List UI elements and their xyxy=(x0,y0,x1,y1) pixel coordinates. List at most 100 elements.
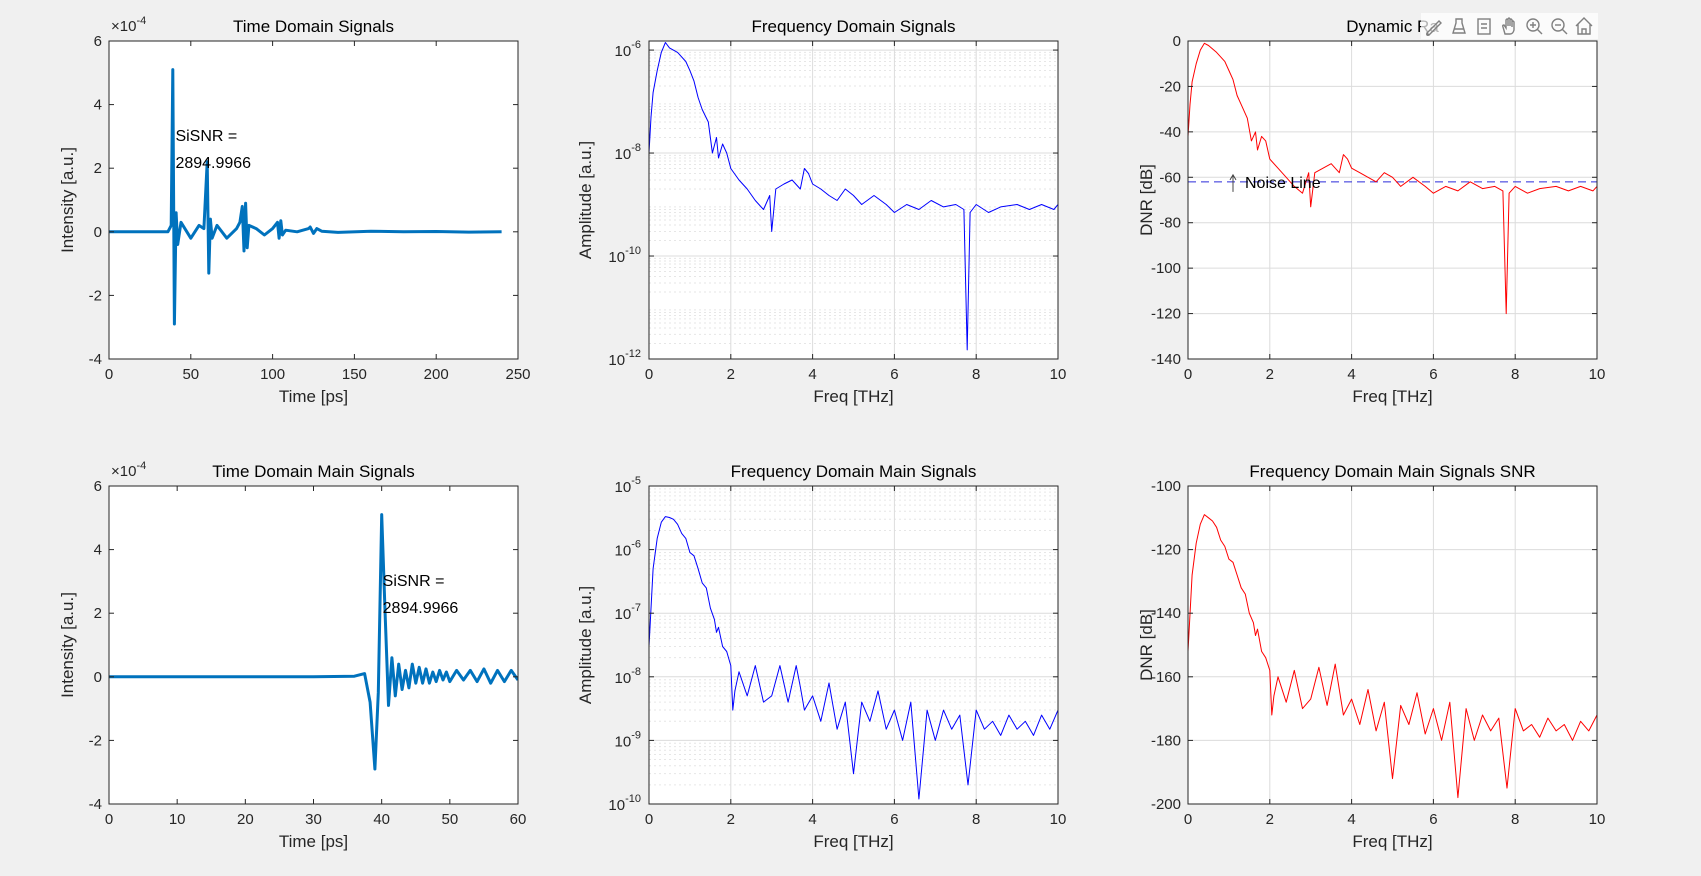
x-tick-label: 0 xyxy=(1184,811,1192,828)
brush-icon[interactable] xyxy=(1423,15,1445,37)
y-tick-exponent: -6 xyxy=(631,539,641,551)
x-tick-label: 2 xyxy=(727,811,735,828)
plot-p5: 0 2 4 6 8 10 10-10 10-9 10-8 10-7 10-6 10-5 Frequenc… xyxy=(576,462,1066,851)
data-point xyxy=(1257,628,1259,630)
noise-line-arrow xyxy=(1229,173,1237,181)
data-point xyxy=(1342,154,1344,156)
data-point xyxy=(1424,733,1426,735)
data-point xyxy=(1514,185,1516,187)
data-point xyxy=(1255,635,1257,637)
data-point xyxy=(226,237,228,239)
y-exponent-value: -4 xyxy=(136,15,146,27)
data-point xyxy=(1041,204,1043,206)
data-point xyxy=(255,228,257,230)
annotation-text: SiSNR = xyxy=(175,128,237,145)
data-point xyxy=(1445,185,1447,187)
data-point xyxy=(1024,720,1026,722)
data-point xyxy=(963,209,965,211)
axes-toolbar[interactable] xyxy=(1421,13,1598,39)
data-point xyxy=(652,568,654,570)
pan-icon[interactable] xyxy=(1498,15,1520,37)
data-point xyxy=(1592,190,1594,192)
data-point xyxy=(906,204,908,206)
data-tips-icon[interactable] xyxy=(1448,15,1470,37)
x-tick-label: 250 xyxy=(505,366,530,383)
home-icon[interactable] xyxy=(1573,15,1595,37)
y-tick-label: -160 xyxy=(1151,669,1181,686)
data-point xyxy=(1232,561,1234,563)
x-tick-label: 6 xyxy=(890,366,898,383)
y-tick-exponent: -12 xyxy=(625,348,641,360)
y-tick-label: 0 xyxy=(1173,33,1181,50)
data-point xyxy=(1567,190,1569,192)
y-tick-label: 4 xyxy=(94,97,102,114)
y-tick-exponent: -10 xyxy=(625,245,641,257)
data-point xyxy=(435,681,437,683)
data-point xyxy=(779,665,781,667)
x-tick-label: 6 xyxy=(1429,366,1437,383)
data-point xyxy=(967,784,969,786)
data-point xyxy=(1216,51,1218,53)
data-point xyxy=(1269,669,1271,671)
data-point xyxy=(673,518,675,520)
data-point xyxy=(1000,734,1002,736)
series-line xyxy=(649,516,1058,800)
data-point xyxy=(1351,167,1353,169)
x-tick-label: 8 xyxy=(1511,366,1519,383)
data-point xyxy=(398,663,400,665)
x-tick-label: 100 xyxy=(260,366,285,383)
data-point xyxy=(650,116,652,118)
x-tick-label: 6 xyxy=(1429,811,1437,828)
data-point xyxy=(1338,172,1340,174)
data-point xyxy=(738,179,740,181)
data-point xyxy=(1041,714,1043,716)
data-point xyxy=(313,232,315,234)
y-tick-label: 10-10 xyxy=(608,245,641,266)
y-axis-label: Intensity [a.u.] xyxy=(58,147,77,253)
zoom-out-icon[interactable] xyxy=(1548,15,1570,37)
data-point xyxy=(783,183,785,185)
data-point xyxy=(280,220,282,222)
data-point xyxy=(799,686,801,688)
data-point xyxy=(1383,172,1385,174)
data-point xyxy=(1252,622,1254,624)
data-point xyxy=(1273,695,1275,697)
data-point xyxy=(709,607,711,609)
series-line xyxy=(1188,514,1597,799)
y-axis-label: Amplitude [a.u.] xyxy=(576,141,595,259)
data-point xyxy=(718,626,720,628)
data-point xyxy=(738,671,740,673)
data-point xyxy=(173,323,175,325)
y-tick-label: -2 xyxy=(89,287,102,304)
data-point xyxy=(239,221,241,223)
data-point xyxy=(1580,185,1582,187)
data-point xyxy=(449,681,451,683)
data-point xyxy=(1465,708,1467,710)
data-point xyxy=(1203,514,1205,516)
y-tick-exponent: -7 xyxy=(631,602,641,614)
zoom-in-icon[interactable] xyxy=(1523,15,1545,37)
y-exponent-value: -4 xyxy=(136,460,146,472)
data-point xyxy=(803,168,805,170)
data-point xyxy=(418,666,420,668)
legend-icon[interactable] xyxy=(1473,15,1495,37)
data-point xyxy=(172,69,174,71)
data-point xyxy=(468,231,470,233)
x-tick-label: 10 xyxy=(1589,366,1606,383)
plot-title: Frequency Domain Signals xyxy=(751,17,955,36)
data-point xyxy=(1189,104,1191,106)
data-point xyxy=(374,768,376,770)
y-tick-label: -120 xyxy=(1151,542,1181,559)
data-point xyxy=(1293,669,1295,671)
data-point xyxy=(1240,587,1242,589)
data-point xyxy=(1572,739,1574,741)
data-point xyxy=(1432,708,1434,710)
data-point xyxy=(746,188,748,190)
data-point xyxy=(263,234,265,236)
data-point xyxy=(1531,724,1533,726)
data-point xyxy=(669,517,671,519)
data-point xyxy=(992,720,994,722)
data-point xyxy=(1563,724,1565,726)
data-point xyxy=(1250,140,1252,142)
data-point xyxy=(403,231,405,233)
